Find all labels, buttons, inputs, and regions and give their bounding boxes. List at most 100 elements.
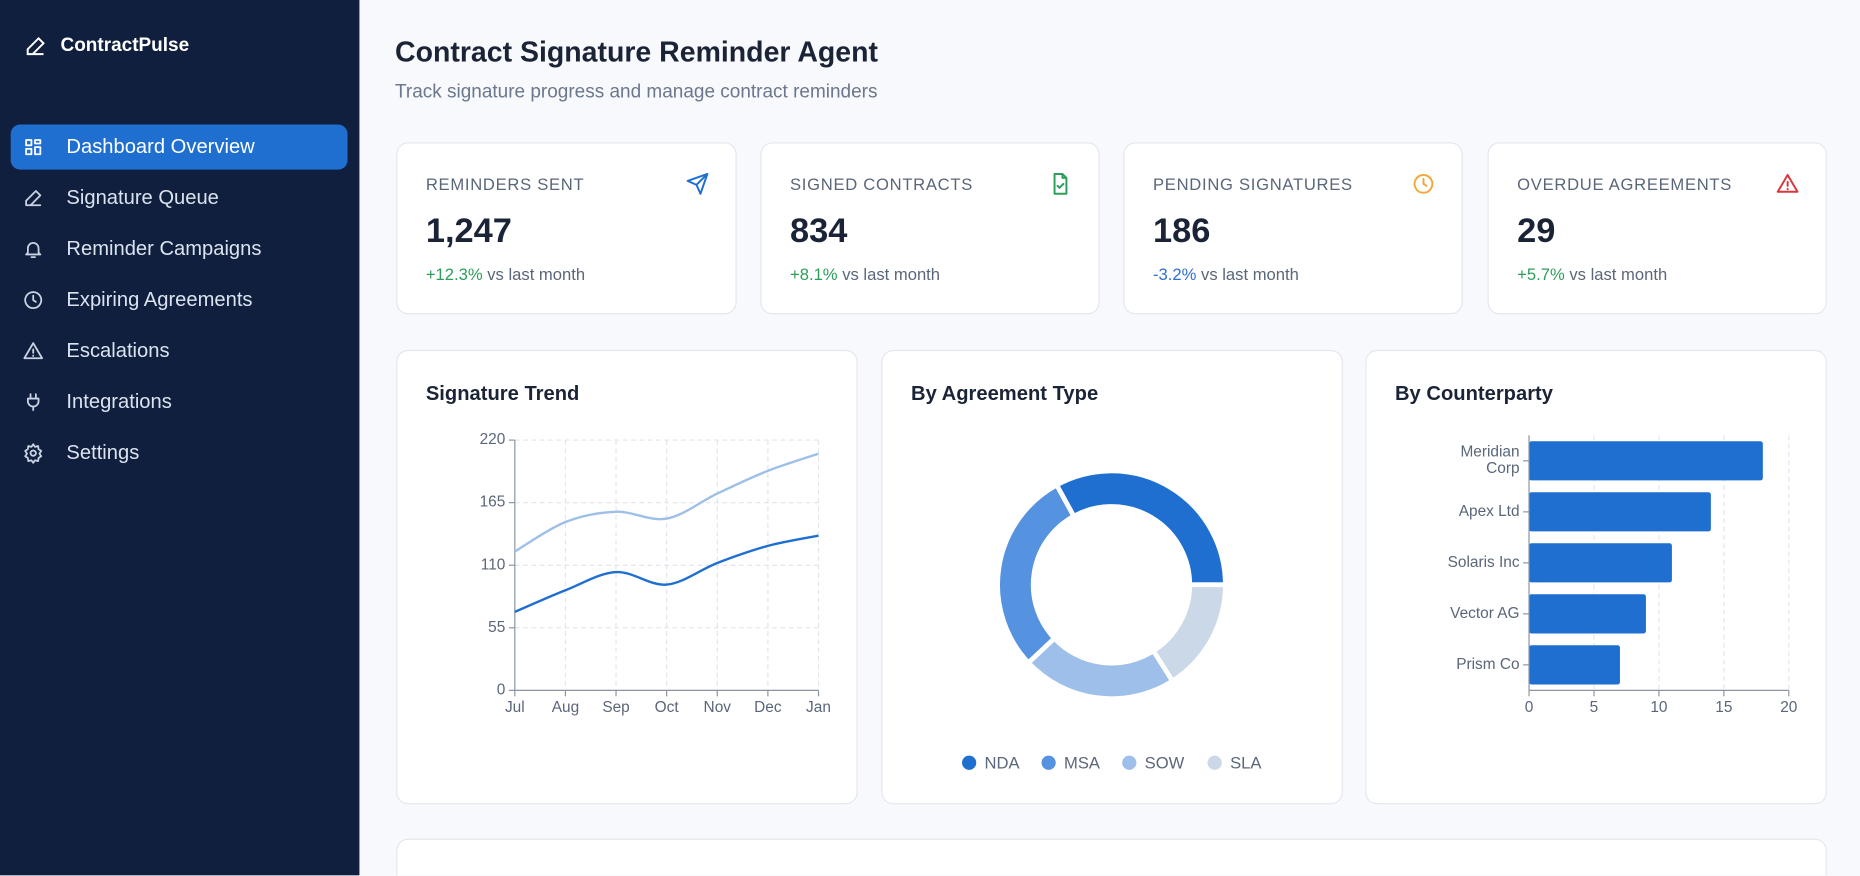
kpi-change-note: vs last month: [487, 264, 586, 284]
kpi-icon: [686, 172, 710, 202]
legend-swatch: [1041, 755, 1056, 770]
kpi-value: 186: [1153, 212, 1211, 251]
legend-swatch: [1122, 755, 1137, 770]
nav-label: Reminder Campaigns: [66, 237, 262, 260]
icon-path: [25, 190, 42, 207]
icon: [1413, 173, 1434, 194]
y-tick-label: Meridian Corp: [1460, 444, 1519, 478]
nav-label: Integrations: [66, 390, 172, 413]
kpi-change-row: +8.1% vs last month: [790, 265, 940, 284]
nav-item[interactable]: Escalations: [11, 329, 348, 374]
pie-segment: [995, 481, 1077, 667]
icon-path: [1776, 173, 1799, 193]
kpi-change: -3.2%: [1153, 264, 1197, 284]
bottom-card: [396, 838, 1827, 876]
icon: [24, 291, 43, 310]
line-series: [514, 452, 819, 553]
icon-path: [25, 242, 42, 259]
kpi-card: OVERDUE AGREEMENTS 29 +5.7% vs last month: [1487, 142, 1827, 315]
icon-path: [24, 443, 43, 464]
nav-label: Dashboard Overview: [66, 135, 255, 158]
kpi-label: REMINDERS SENT: [425, 174, 585, 194]
bar: [1529, 645, 1620, 685]
legend-label: MSA: [1064, 753, 1101, 772]
icon: [25, 139, 42, 156]
y-tick-label: Prism Co: [1456, 656, 1519, 673]
brand-icon: [26, 36, 45, 56]
kpi-card: PENDING SIGNATURES 186 -3.2% vs last month: [1123, 142, 1463, 315]
nav-item[interactable]: Signature Queue: [11, 176, 348, 221]
page-subtitle: Track signature progress and manage cont…: [395, 81, 878, 103]
pie-segment: [1053, 468, 1228, 588]
y-tick-label: 165: [480, 494, 506, 511]
legend-swatch: [1207, 755, 1222, 770]
icon: [26, 393, 40, 412]
kpi-icon: [1412, 172, 1436, 202]
kpi-change: +12.3%: [425, 264, 483, 284]
nav-label: Expiring Agreements: [66, 288, 253, 311]
icon-path: [1413, 173, 1434, 194]
kpi-change-row: +12.3% vs last month: [426, 265, 585, 284]
sidebar: ContractPulse Dashboard Overview Signatur…: [0, 0, 360, 876]
kpi-label: SIGNED CONTRACTS: [790, 174, 974, 194]
kpi-label: OVERDUE AGREEMENTS: [1517, 174, 1733, 194]
x-tick-label: 0: [1525, 699, 1534, 716]
y-tick-label: 110: [481, 556, 506, 573]
kpi-change-row: -3.2% vs last month: [1153, 265, 1299, 284]
icon-path: [24, 291, 43, 310]
nav-item[interactable]: Dashboard Overview: [10, 124, 348, 170]
y-tick-label: Vector AG: [1450, 605, 1519, 622]
chart-card: Signature Trend: [396, 349, 858, 805]
x-tick-label: 20: [1780, 699, 1797, 716]
icon: [24, 443, 43, 464]
legend-label: SOW: [1145, 753, 1185, 772]
legend-label: NDA: [985, 753, 1021, 772]
icon: [23, 342, 44, 360]
kpi-card: SIGNED CONTRACTS 834 +8.1% vs last month: [760, 142, 1100, 315]
nav-item[interactable]: Reminder Campaigns: [11, 227, 348, 272]
nav-item[interactable]: Settings: [11, 431, 348, 476]
legend-swatch: [962, 755, 977, 770]
chart-title: By Counterparty: [1394, 381, 1553, 405]
kpi-label: PENDING SIGNATURES: [1153, 174, 1353, 194]
chart-card: By Counterparty: [1365, 349, 1827, 805]
bar: [1529, 543, 1672, 583]
nav-item[interactable]: Integrations: [11, 380, 348, 425]
label-line: Corp: [1486, 460, 1519, 477]
kpi-value: 834: [790, 212, 848, 251]
x-tick-label: Oct: [655, 699, 680, 716]
kpi-change-row: +5.7% vs last month: [1517, 265, 1667, 284]
kpi-change-note: vs last month: [1569, 264, 1668, 284]
kpi-icon: [1776, 172, 1800, 202]
label-line: Meridian: [1460, 444, 1519, 461]
page-title: Contract Signature Reminder Agent: [395, 36, 878, 69]
chart-card: By Agreement Type: [881, 349, 1343, 805]
icon-path: [23, 342, 44, 360]
y-tick-label: Solaris Inc: [1448, 554, 1520, 571]
x-tick-label: 5: [1590, 699, 1599, 716]
pie-segment: [1025, 635, 1176, 702]
kpi-icon: [1049, 172, 1073, 202]
y-tick-label: 55: [488, 619, 505, 636]
y-tick-label: 220: [480, 431, 506, 448]
kpi-change-note: vs last month: [842, 264, 941, 284]
kpi-change-note: vs last month: [1201, 264, 1299, 284]
icon-path: [1053, 172, 1068, 195]
bar: [1529, 492, 1711, 532]
legend-label: SLA: [1230, 753, 1262, 772]
line-series: [514, 534, 819, 613]
x-tick-label: Sep: [602, 699, 629, 716]
chart-title: Signature Trend: [425, 381, 580, 405]
icon: [1776, 173, 1799, 193]
x-tick-label: Jul: [505, 699, 525, 716]
nav-item[interactable]: Expiring Agreements: [11, 278, 348, 323]
bar: [1529, 441, 1763, 481]
kpi-change: +5.7%: [1517, 264, 1565, 284]
pie-segment: [1150, 582, 1228, 685]
icon: [1053, 172, 1068, 195]
kpi-change: +8.1%: [790, 264, 838, 284]
kpi-value: 29: [1517, 212, 1556, 251]
